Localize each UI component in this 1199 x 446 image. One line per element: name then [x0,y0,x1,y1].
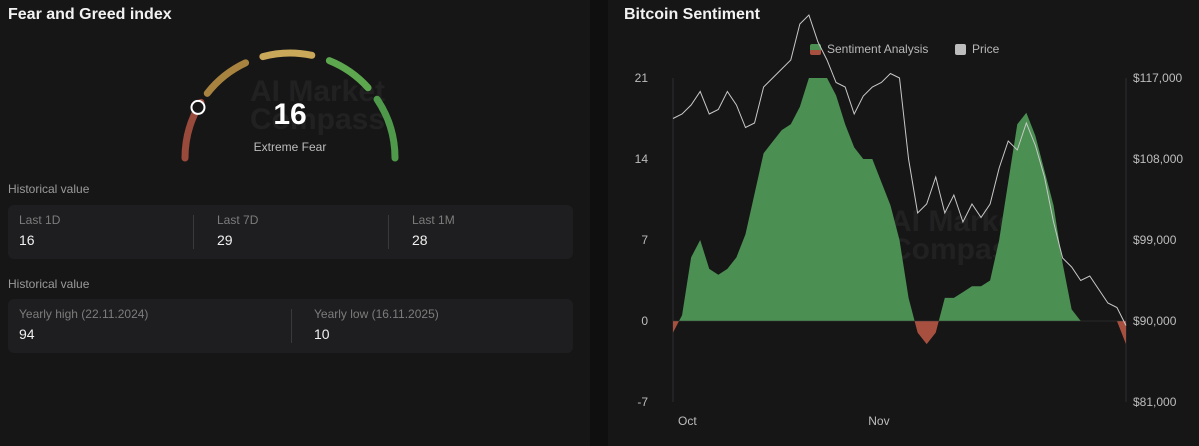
y-left-tick-label: 21 [635,71,649,85]
historical-last-1m: Last 1M 28 [401,205,571,259]
gauge-segment-neutral [259,49,316,61]
gauge-marker [190,99,206,115]
legend-sentiment[interactable]: Sentiment Analysis [810,42,928,56]
y-right-tick-label: $99,000 [1133,233,1177,247]
historical-key: Yearly high (22.11.2024) [19,307,149,321]
chart-title: Bitcoin Sentiment [624,6,761,23]
yearly-high: Yearly high (22.11.2024) 94 [8,299,288,353]
legend-label-sentiment: Sentiment Analysis [827,42,929,56]
legend-label-price: Price [972,42,1000,56]
y-left-tick-label: 7 [641,233,648,247]
legend-price[interactable]: Price [955,42,999,56]
historical-key: Yearly low (16.11.2025) [314,307,439,321]
y-right-tick-label: $81,000 [1133,395,1177,409]
legend-swatch-sentiment [810,44,821,55]
gauge-segment-extreme-greed [373,95,399,162]
watermark-line-2: Compass [250,103,386,136]
x-tick-label: Nov [868,414,889,428]
gauge-label: Extreme Fear [253,140,327,154]
historical-key: Last 1M [412,213,455,227]
historical-value: 10 [314,326,330,342]
historical-label-2: Historical value [8,277,90,291]
divider [291,309,292,343]
gauge-segment-fear [203,59,250,97]
historical-value: 29 [217,232,233,248]
gauge-value: 16 [273,98,307,131]
y-right-tick-label: $90,000 [1133,314,1177,328]
y-left-tick-label: 0 [641,314,648,328]
historical-card-2: Yearly high (22.11.2024) 94 Yearly low (… [8,299,573,353]
bitcoin-sentiment-panel: Bitcoin Sentiment Sentiment Analysis Pri… [608,0,1199,446]
y-left-tick-label: -7 [637,395,648,409]
fear-greed-panel: Fear and Greed index AI Market Compass 1… [0,0,590,446]
bitcoin-sentiment-chart: 21 14 7 0 -7 $117,000 $108,000 $99,000 $90,000 $8… [635,14,1183,428]
historical-last-7d: Last 7D 29 [206,205,386,259]
fear-greed-title: Fear and Greed index [8,6,172,23]
price-line [672,14,1127,326]
historical-label-1: Historical value [8,182,90,196]
divider [193,215,194,249]
gauge-segment-greed [325,57,372,92]
historical-value: 94 [19,326,35,342]
historical-card-1: Last 1D 16 Last 7D 29 Last 1M 28 [8,205,573,259]
fear-greed-gauge [181,49,399,162]
historical-value: 28 [412,232,428,248]
y-left-tick-label: 14 [635,152,649,166]
sentiment-area-positive [673,78,1126,321]
historical-key: Last 7D [217,213,259,227]
y-right-tick-label: $108,000 [1133,152,1183,166]
historical-value: 16 [19,232,35,248]
historical-key: Last 1D [19,213,61,227]
historical-last-1d: Last 1D 16 [8,205,193,259]
divider [388,215,389,249]
yearly-low: Yearly low (16.11.2025) 10 [303,299,563,353]
x-tick-label: Oct [678,414,697,428]
y-right-tick-label: $117,000 [1133,71,1182,85]
legend-swatch-price [955,44,966,55]
